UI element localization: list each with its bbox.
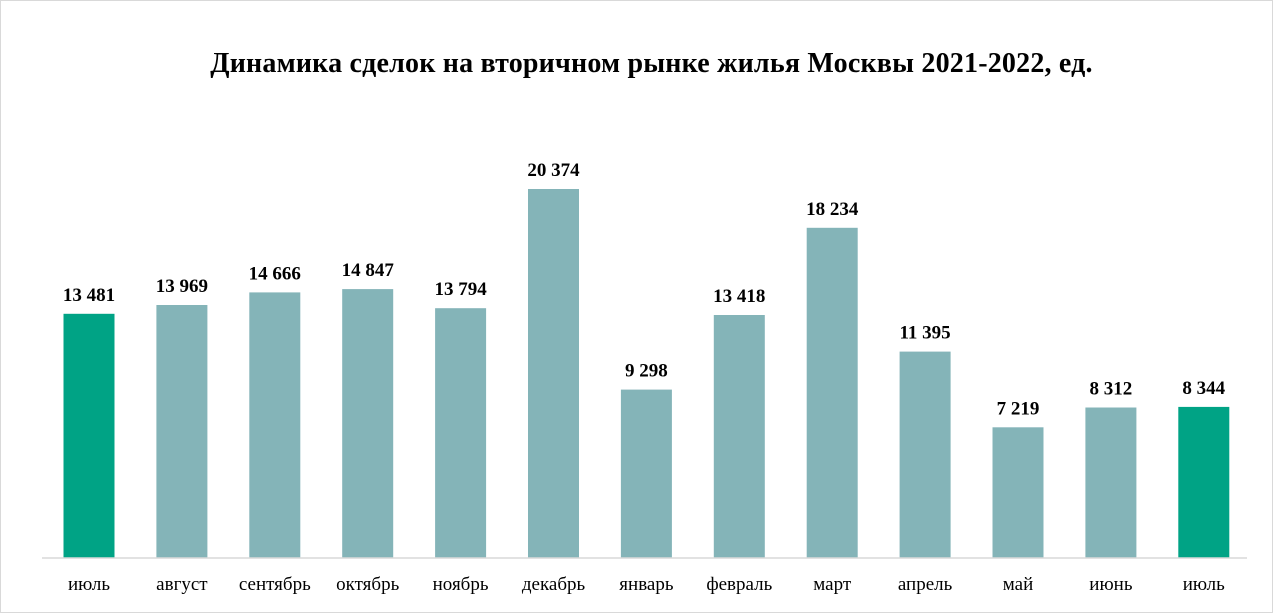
x-tick-label-7: февраль (706, 574, 772, 595)
bar-7 (713, 315, 765, 558)
bar-8 (806, 227, 858, 559)
bar-0 (63, 313, 115, 558)
bar-value-label-4: 13 794 (434, 279, 487, 300)
x-tick-label-0: июль (68, 574, 110, 595)
bar-value-label-7: 13 418 (713, 286, 765, 307)
bar-5 (528, 189, 579, 558)
x-tick-label-10: май (1003, 574, 1034, 595)
value-labels-group: 13 481 13 969 14 666 14 847 13 794 20 374 9 29… (63, 160, 1226, 419)
x-tick-label-4: ноябрь (433, 574, 489, 595)
bar-10 (992, 427, 1044, 558)
x-tick-label-9: апрель (898, 574, 953, 595)
x-tick-label-12: июль (1183, 574, 1225, 595)
x-tick-label-1: август (156, 574, 208, 595)
bar-value-label-9: 11 395 (899, 323, 950, 344)
x-tick-label-5: декабрь (522, 574, 586, 595)
bar-11 (1085, 407, 1137, 558)
bar-value-label-2: 14 666 (249, 263, 301, 284)
bar-9 (899, 351, 951, 558)
bar-4 (435, 308, 487, 558)
bar-value-label-12: 8 344 (1182, 378, 1225, 399)
x-tick-label-6: январь (619, 574, 674, 595)
bar-value-label-3: 14 847 (342, 260, 395, 281)
chart-title: Динамика сделок на вторичном рынке жилья… (210, 48, 1093, 79)
x-tick-label-11: июнь (1089, 574, 1133, 595)
bar-value-label-1: 13 969 (156, 276, 208, 297)
bar-value-label-8: 18 234 (806, 199, 859, 220)
x-tick-labels-group: июль август сентябрь октябрь ноябрь декабрь ян… (68, 574, 1225, 595)
bar-value-label-6: 9 298 (625, 361, 668, 382)
bar-6 (620, 389, 672, 558)
x-tick-label-2: сентябрь (239, 574, 311, 595)
bar-1 (156, 305, 208, 558)
x-tick-label-3: октябрь (336, 574, 399, 595)
bar-3 (342, 289, 394, 558)
bar-value-label-0: 13 481 (63, 285, 115, 306)
bar-value-label-11: 8 312 (1090, 379, 1133, 400)
x-tick-label-8: март (813, 574, 852, 595)
bar-value-label-10: 7 219 (997, 398, 1040, 419)
bar-value-label-5: 20 374 (527, 160, 580, 181)
bar-12 (1178, 406, 1230, 558)
bar-2 (249, 292, 301, 558)
bars-group (63, 189, 1230, 559)
